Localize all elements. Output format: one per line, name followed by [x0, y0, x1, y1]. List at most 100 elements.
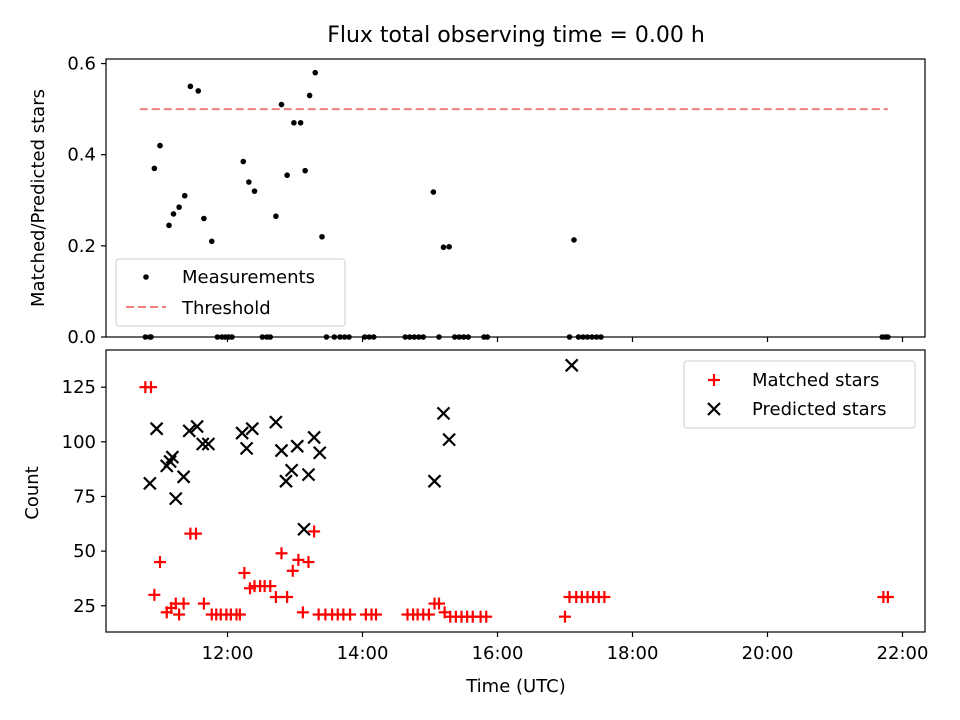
measurement-point	[181, 192, 188, 199]
measurement-point	[201, 215, 207, 222]
bottom-x-ticks: 12:00 14:00 16:00 18:00 20:00 22:00	[202, 632, 929, 664]
legend-measurements-marker	[143, 274, 149, 280]
measurement-point	[170, 211, 177, 217]
matched-star-point	[145, 381, 157, 394]
matched-star-point	[177, 597, 190, 610]
x-tick-label: 18:00	[607, 643, 659, 664]
predicted-star-point	[274, 443, 289, 458]
measurement-point	[208, 238, 215, 245]
legend-predicted-marker	[707, 402, 721, 416]
predicted-star-point	[235, 426, 249, 440]
matched-star-point	[292, 553, 305, 566]
measurement-point	[571, 237, 577, 243]
bottom-y-axis-label: Count	[22, 466, 43, 519]
matched-star-point	[264, 580, 277, 593]
matched-star-point	[881, 591, 894, 604]
top-panel: 0.0 0.2 0.4 0.6 Matched/Predicted stars Mea…	[28, 54, 926, 348]
legend-matched-label: Matched stars	[752, 370, 879, 391]
measurement-point	[446, 243, 452, 250]
matched-star-point	[433, 597, 445, 610]
top-y-tick-label: 0.0	[67, 327, 96, 348]
measurement-point	[176, 204, 182, 210]
predicted-star-point	[269, 415, 283, 429]
matched-star-point	[286, 564, 299, 577]
x-tick-label: 16:00	[472, 643, 524, 664]
legend-threshold-label: Threshold	[181, 298, 271, 319]
predicted-star-point	[149, 421, 164, 436]
bottom-legend: Matched stars Predicted stars	[683, 360, 916, 429]
matched-star-point	[275, 547, 288, 560]
measurement-point	[312, 69, 319, 76]
matched-star-point	[173, 608, 186, 621]
legend-matched-marker	[708, 374, 720, 386]
top-y-tick-label: 0.4	[67, 145, 96, 166]
measurement-point	[246, 179, 252, 185]
measurement-point	[430, 189, 437, 195]
matched-star-point	[233, 608, 246, 621]
matched-star-point	[281, 591, 294, 604]
matched-star-point	[238, 566, 251, 579]
matched-star-point	[344, 608, 357, 621]
matched-star-point	[154, 556, 166, 569]
measurement-point	[319, 233, 325, 240]
matched-star-point	[302, 556, 315, 569]
predicted-star-point	[168, 491, 183, 506]
bottom-y-tick-label: 75	[73, 486, 96, 507]
predicted-star-point	[182, 424, 197, 438]
predicted-star-point	[301, 467, 316, 482]
measurement-point	[291, 120, 297, 126]
bottom-y-tick-label: 50	[73, 541, 96, 562]
predicted-stars-layer	[143, 358, 579, 537]
predicted-star-point	[442, 432, 456, 447]
predicted-star-point	[297, 522, 311, 537]
predicted-star-point	[201, 437, 216, 451]
x-tick-label: 12:00	[202, 643, 254, 664]
predicted-star-point	[190, 419, 204, 434]
predicted-star-point	[239, 441, 254, 456]
legend-predicted-label: Predicted stars	[752, 399, 886, 420]
predicted-star-point	[165, 450, 180, 464]
measurement-point	[187, 83, 194, 90]
measurement-point	[273, 213, 279, 220]
predicted-star-point	[279, 474, 293, 488]
top-y-axis-label: Matched/Predicted stars	[28, 89, 49, 307]
bottom-y-tick-label: 125	[62, 377, 96, 398]
predicted-star-point	[307, 430, 321, 445]
bottom-y-tick-label: 100	[62, 432, 96, 453]
matched-star-point	[308, 525, 321, 538]
x-axis-label: Time (UTC)	[465, 676, 566, 697]
x-tick-label: 20:00	[742, 643, 794, 664]
measurement-point	[251, 188, 258, 194]
top-axes-frame	[105, 58, 926, 338]
top-y-tick-label: 0.2	[67, 236, 96, 257]
matched-star-point	[422, 608, 435, 621]
x-tick-label: 22:00	[877, 643, 929, 664]
predicted-star-point	[436, 406, 451, 421]
top-legend-box	[115, 258, 346, 327]
chart-title: Flux total observing time = 0.00 h	[327, 23, 705, 48]
x-tick-label: 14:00	[337, 643, 389, 664]
top-x-ticks	[226, 337, 904, 342]
predicted-star-point	[195, 437, 210, 451]
predicted-star-point	[176, 470, 191, 484]
legend-measurements-label: Measurements	[182, 267, 315, 288]
measurement-point	[284, 172, 290, 179]
bottom-y-ticks: 25 50 75 100 125	[62, 377, 106, 617]
predicted-star-point	[245, 421, 260, 436]
matched-star-point	[598, 591, 611, 604]
matched-star-point	[296, 606, 309, 619]
predicted-star-point	[143, 476, 157, 491]
measurement-point	[297, 120, 304, 126]
predicted-star-point	[284, 463, 299, 478]
matched-star-point	[370, 608, 382, 621]
top-legend: Measurements Threshold	[115, 258, 346, 327]
predicted-star-point	[290, 439, 305, 453]
measurement-point	[195, 88, 202, 94]
measurement-point	[306, 92, 313, 99]
measurement-point	[440, 244, 447, 251]
matched-star-point	[269, 591, 282, 604]
measurement-point	[278, 101, 285, 108]
bottom-legend-box	[683, 360, 916, 429]
